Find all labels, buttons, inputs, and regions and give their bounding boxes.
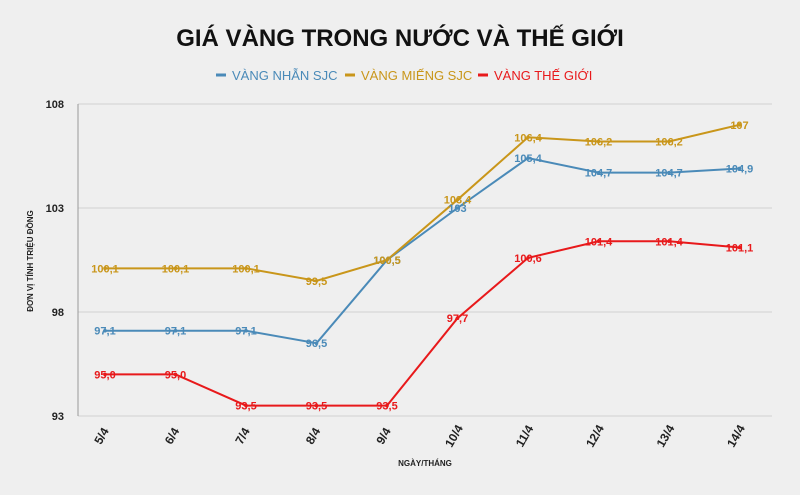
data-point	[385, 403, 389, 408]
data-point	[385, 258, 389, 262]
legend: VÀNG NHẪN SJC VÀNG MIẾNG SJC VÀNG THẾ GIỚI	[216, 68, 592, 83]
data-label: 97,1	[235, 326, 256, 338]
series-line	[105, 123, 740, 282]
data-label: 100,1	[91, 263, 119, 275]
data-point	[526, 156, 530, 160]
y-tick-label: 103	[46, 203, 64, 215]
y-tick-label: 108	[46, 99, 64, 111]
x-tick-label: 7/4	[232, 425, 253, 447]
data-label: 95,0	[165, 369, 186, 381]
data-label: 100,6	[514, 253, 542, 265]
x-tick-label: 14/4	[724, 422, 748, 450]
legend-label: VÀNG MIẾNG SJC	[361, 68, 472, 83]
data-point	[173, 328, 178, 333]
x-tick-label: 12/4	[583, 422, 607, 450]
data-label: 100,1	[162, 263, 190, 275]
data-label: 93,5	[306, 401, 327, 413]
y-tick-label: 98	[52, 307, 64, 319]
y-axis-title: ĐƠN VỊ TÍNH TRIỆU ĐỒNG	[25, 210, 35, 312]
data-point	[526, 256, 530, 260]
data-point	[455, 197, 460, 202]
legend-label: VÀNG NHẪN SJC	[232, 68, 337, 83]
data-point	[667, 239, 671, 244]
data-point	[596, 170, 601, 175]
data-label: 105,4	[514, 153, 542, 165]
chart-title: GIÁ VÀNG TRONG NƯỚC VÀ THẾ GIỚI	[176, 24, 624, 52]
x-tick-label: 9/4	[373, 425, 394, 447]
data-label: 106,2	[655, 136, 683, 148]
x-tick-label: 8/4	[303, 425, 324, 447]
data-label: 99,5	[306, 276, 327, 288]
x-tick-label: 6/4	[162, 425, 183, 447]
data-label: 97,1	[165, 326, 186, 338]
data-label: 100,5	[373, 255, 401, 267]
y-axis-ticks: 93 98 103 108	[46, 99, 64, 423]
data-point	[314, 341, 319, 346]
data-point	[103, 372, 107, 377]
data-point	[244, 266, 248, 271]
data-point	[737, 123, 742, 127]
grid	[77, 103, 772, 417]
data-label: 97,7	[447, 313, 468, 325]
series-line	[105, 240, 740, 407]
x-tick-label: 11/4	[513, 422, 537, 449]
data-label: 103	[448, 203, 466, 215]
data-label: 95,0	[94, 369, 115, 381]
series-group: 97,1 97,1 97,1 96,5 100,5 103 105,4 104,7 104,7 1…	[91, 120, 753, 413]
data-point	[103, 328, 107, 333]
data-point	[737, 166, 742, 171]
x-tick-label: 10/4	[442, 422, 466, 450]
data-point	[455, 316, 460, 321]
data-label: 100,1	[232, 263, 260, 275]
series-line	[105, 157, 740, 345]
data-label: 106,4	[514, 132, 542, 144]
data-point	[667, 139, 671, 144]
data-label: 101,4	[655, 236, 683, 248]
data-point	[455, 206, 460, 210]
data-point	[244, 328, 248, 333]
data-label: 104,9	[726, 163, 754, 175]
data-label: 93,5	[235, 401, 256, 413]
data-point	[667, 170, 671, 175]
data-point	[314, 403, 319, 408]
data-label: 104,7	[585, 168, 613, 180]
data-label: 97,1	[94, 326, 115, 338]
data-point	[526, 135, 530, 140]
x-tick-label: 5/4	[91, 425, 112, 447]
data-point	[596, 239, 601, 244]
data-label: 104,7	[655, 168, 683, 180]
x-axis-title: NGÀY/THÁNG	[398, 459, 452, 468]
data-point	[173, 266, 178, 271]
data-point	[173, 372, 178, 377]
data-label: 101,1	[726, 243, 754, 255]
data-point	[314, 279, 319, 283]
x-axis-ticks: 5/4 6/4 7/4 8/4 9/4 10/4 11/4 12/4 13/4 14/4	[91, 422, 748, 450]
data-label: 101,4	[585, 236, 613, 248]
x-tick-label: 13/4	[654, 422, 678, 450]
legend-label: VÀNG THẾ GIỚI	[494, 68, 592, 83]
data-point	[737, 245, 742, 250]
data-point	[244, 403, 248, 408]
data-label: 107	[730, 120, 748, 132]
data-label: 96,5	[306, 338, 327, 350]
data-label: 106,2	[585, 136, 613, 148]
y-tick-label: 93	[52, 411, 64, 423]
data-point	[103, 266, 107, 271]
data-label: 103,4	[444, 195, 472, 207]
data-point	[596, 139, 601, 144]
data-label: 93,5	[376, 401, 397, 413]
